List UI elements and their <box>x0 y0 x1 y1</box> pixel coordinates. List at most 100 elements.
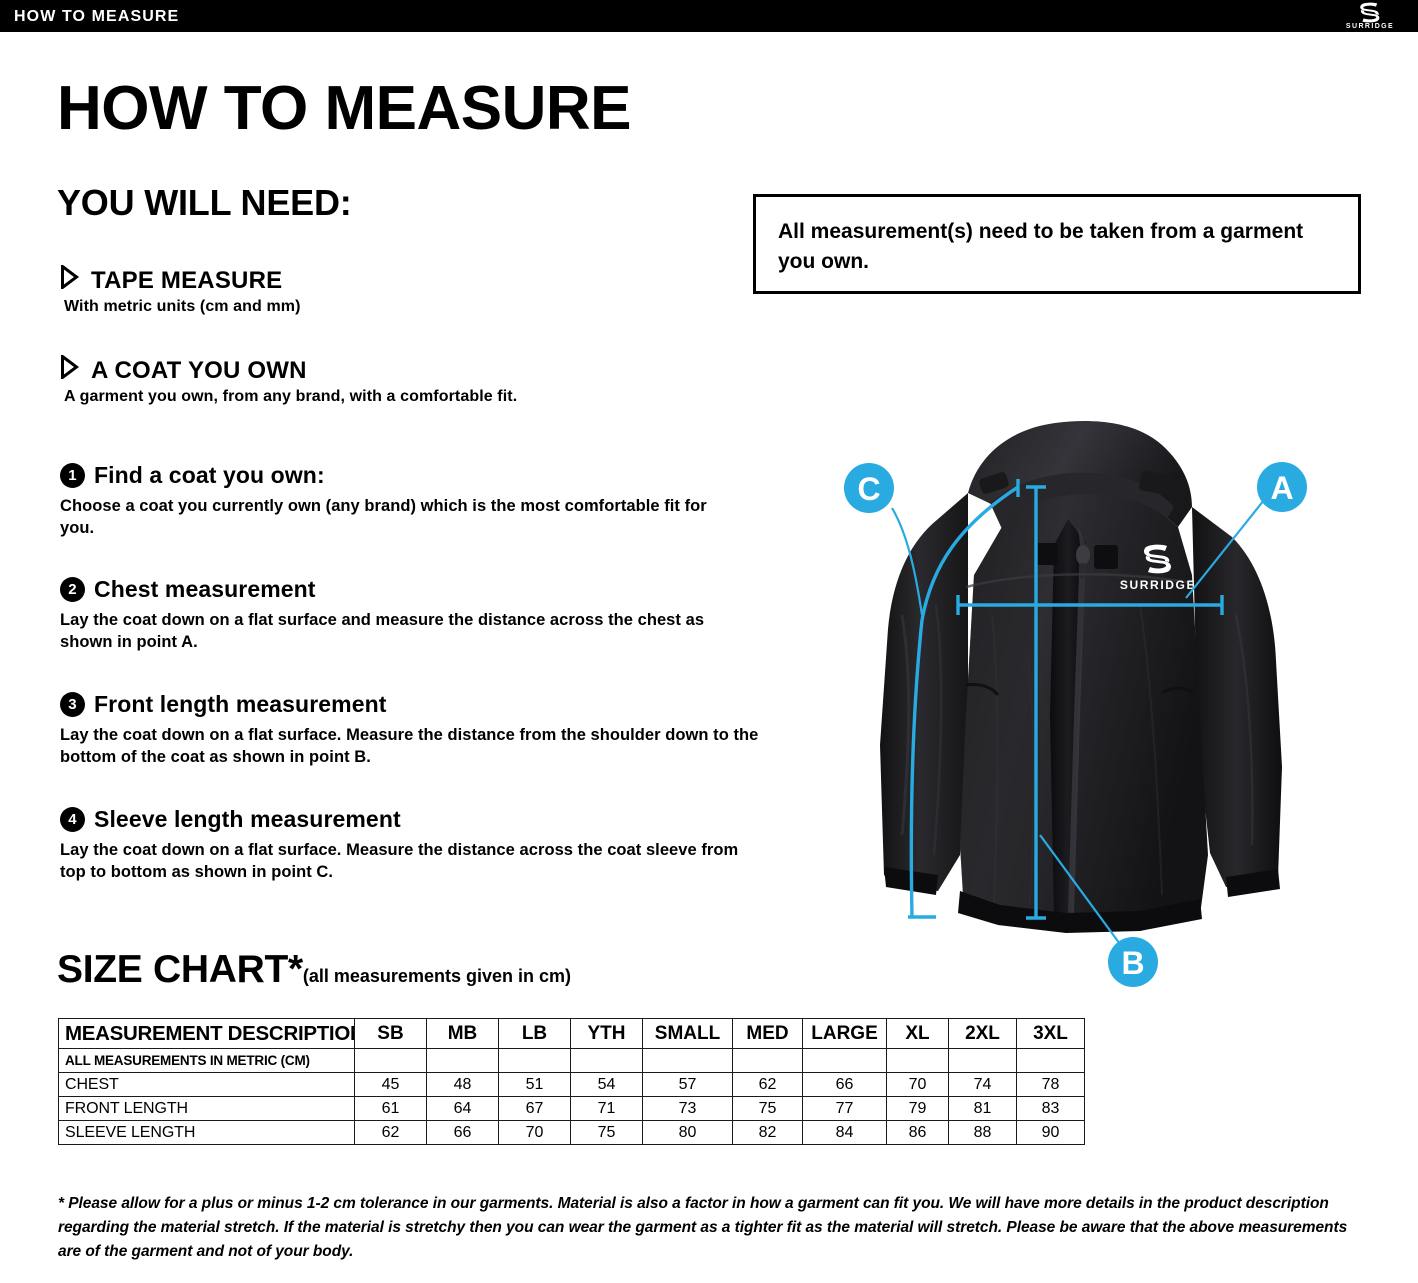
table-row: FRONT LENGTH 61 64 67 71 73 75 77 79 81 … <box>58 1096 1085 1121</box>
cell: 70 <box>886 1072 949 1097</box>
step-4: 4 Sleeve length measurement Lay the coat… <box>60 806 820 883</box>
need-label: TAPE MEASURE <box>91 266 283 294</box>
brand-wordmark: SURRIDGE <box>1345 23 1395 30</box>
step-2: 2 Chest measurement Lay the coat down on… <box>60 576 820 653</box>
garment-logo: SURRIDGE <box>1120 544 1196 592</box>
cell: 75 <box>570 1120 643 1145</box>
need-item-coat: A COAT YOU OWN A garment you own, from a… <box>60 353 518 406</box>
cell: 64 <box>426 1096 499 1121</box>
measurement-diagram: SURRIDGE A <box>840 415 1320 1000</box>
size-chart-table: MEASUREMENT DESCRIPTION SB MB LB YTH SMA… <box>58 1018 1085 1145</box>
callout-text: All measurement(s) need to be taken from… <box>778 220 1304 273</box>
col-header-yth: YTH <box>570 1018 643 1049</box>
svg-text:SURRIDGE: SURRIDGE <box>1120 578 1196 592</box>
step-body: Choose a coat you currently own (any bra… <box>60 497 707 537</box>
jacket-illustration: SURRIDGE A <box>844 421 1307 987</box>
size-chart-table-wrapper: MEASUREMENT DESCRIPTION SB MB LB YTH SMA… <box>58 1018 1085 1145</box>
cell: 66 <box>802 1072 887 1097</box>
cell <box>570 1048 643 1073</box>
col-header-xl: XL <box>886 1018 949 1049</box>
step-heading: 1 Find a coat you own: <box>60 462 820 489</box>
marker-b: B <box>1108 937 1158 987</box>
col-header-mb: MB <box>426 1018 499 1049</box>
cell <box>426 1048 499 1073</box>
need-item-tape-measure: TAPE MEASURE With metric units (cm and m… <box>60 263 301 316</box>
cell: 80 <box>642 1120 733 1145</box>
cell <box>498 1048 571 1073</box>
footnote-text: * Please allow for a plus or minus 1-2 c… <box>58 1195 1348 1260</box>
need-label: A COAT YOU OWN <box>91 356 307 384</box>
sleeve-length-top <box>920 485 1019 621</box>
cell: 66 <box>426 1120 499 1145</box>
cell <box>1016 1048 1085 1073</box>
cell: 62 <box>354 1120 427 1145</box>
app-header-bar: HOW TO MEASURE SURRIDGE <box>0 0 1418 32</box>
cell: 75 <box>732 1096 803 1121</box>
cell: 70 <box>498 1120 571 1145</box>
measurement-overlay <box>891 479 1269 956</box>
need-subtext: With metric units (cm and mm) <box>64 298 301 315</box>
cell: 78 <box>1016 1072 1085 1097</box>
cell: 51 <box>498 1072 571 1097</box>
you-will-need-title: YOU WILL NEED: <box>57 182 352 223</box>
need-subtext: A garment you own, from any brand, with … <box>64 388 518 405</box>
cell <box>886 1048 949 1073</box>
cell <box>354 1048 427 1073</box>
triangle-bullet-icon <box>60 353 79 386</box>
cell: 48 <box>426 1072 499 1097</box>
col-header-med: MED <box>732 1018 803 1049</box>
col-header-3xl: 3XL <box>1016 1018 1085 1049</box>
cell: 54 <box>570 1072 643 1097</box>
cell <box>642 1048 733 1073</box>
table-row: ALL MEASUREMENTS IN METRIC (CM) <box>58 1048 1085 1073</box>
row-label: FRONT LENGTH <box>58 1096 355 1121</box>
step-title: Front length measurement <box>94 691 387 717</box>
step-heading: 2 Chest measurement <box>60 576 820 603</box>
size-chart-title: SIZE CHART*(all measurements given in cm… <box>57 948 571 992</box>
cell: 84 <box>802 1120 887 1145</box>
cell: 86 <box>886 1120 949 1145</box>
marker-c: C <box>844 463 894 513</box>
size-chart-subtitle: (all measurements given in cm) <box>302 966 571 986</box>
col-header-small: SMALL <box>642 1018 733 1049</box>
cell: 67 <box>498 1096 571 1121</box>
col-header-large: LARGE <box>802 1018 887 1049</box>
row-label: CHEST <box>58 1072 355 1097</box>
cell: 77 <box>802 1096 887 1121</box>
step-heading: 4 Sleeve length measurement <box>60 806 820 833</box>
cell <box>802 1048 887 1073</box>
step-body: Lay the coat down on a flat surface. Mea… <box>60 841 739 881</box>
col-header-description: MEASUREMENT DESCRIPTION <box>58 1018 355 1049</box>
jacket-artwork: SURRIDGE <box>880 421 1282 933</box>
step-title: Find a coat you own: <box>94 462 325 488</box>
step-number-badge: 3 <box>60 692 85 717</box>
table-row: SLEEVE LENGTH 62 66 70 75 80 82 84 86 88… <box>58 1120 1085 1145</box>
sleeve-length-line <box>909 619 924 918</box>
size-chart-title-main: SIZE CHART* <box>57 948 303 991</box>
svg-text:A: A <box>1270 470 1293 506</box>
need-heading: A COAT YOU OWN <box>60 353 517 386</box>
step-body: Lay the coat down on a flat surface. Mea… <box>60 726 759 766</box>
step-number-badge: 1 <box>60 463 85 488</box>
col-header-sb: SB <box>354 1018 427 1049</box>
surridge-s-mark-icon <box>1360 2 1380 23</box>
callout-box: All measurement(s) need to be taken from… <box>753 194 1361 294</box>
header-title: HOW TO MEASURE <box>14 8 180 25</box>
triangle-bullet-icon <box>60 263 79 296</box>
row-label: SLEEVE LENGTH <box>58 1120 355 1145</box>
cell: 90 <box>1016 1120 1085 1145</box>
col-header-2xl: 2XL <box>948 1018 1017 1049</box>
marker-a: A <box>1257 462 1307 512</box>
cell: 61 <box>354 1096 427 1121</box>
cell: 79 <box>886 1096 949 1121</box>
table-header-row: MEASUREMENT DESCRIPTION SB MB LB YTH SMA… <box>58 1018 1085 1049</box>
cell <box>732 1048 803 1073</box>
step-number-badge: 4 <box>60 807 85 832</box>
svg-text:C: C <box>857 471 880 507</box>
cell <box>948 1048 1017 1073</box>
cell: 73 <box>642 1096 733 1121</box>
step-number-badge: 2 <box>60 577 85 602</box>
cell: 83 <box>1016 1096 1085 1121</box>
row-label: ALL MEASUREMENTS IN METRIC (CM) <box>58 1048 355 1073</box>
svg-text:B: B <box>1121 945 1144 981</box>
